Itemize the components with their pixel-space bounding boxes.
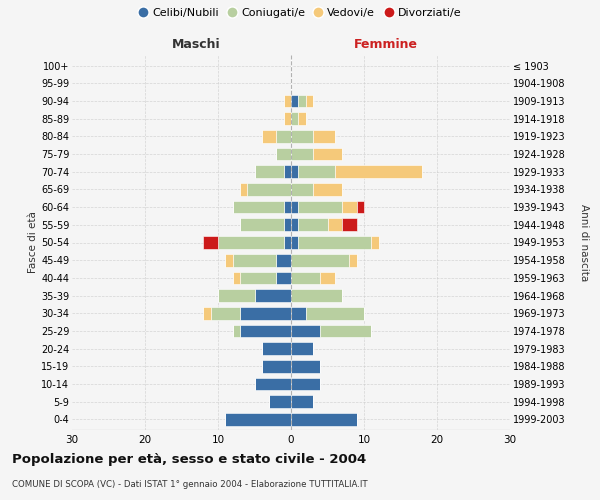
Bar — [284, 94, 291, 108]
Bar — [313, 183, 342, 196]
Bar — [291, 130, 313, 142]
Bar — [203, 236, 218, 249]
Bar — [262, 342, 291, 355]
Bar — [313, 148, 342, 160]
Bar — [291, 166, 298, 178]
Bar — [203, 307, 211, 320]
Bar — [218, 289, 254, 302]
Bar — [262, 130, 277, 142]
Bar — [291, 413, 356, 426]
Bar — [298, 94, 305, 108]
Bar — [284, 236, 291, 249]
Bar — [254, 289, 291, 302]
Bar — [298, 112, 305, 125]
Bar — [284, 166, 291, 178]
Bar — [247, 183, 291, 196]
Bar — [371, 236, 379, 249]
Bar — [356, 201, 364, 213]
Text: Femmine: Femmine — [354, 38, 418, 52]
Bar — [313, 130, 335, 142]
Bar — [254, 166, 284, 178]
Bar — [342, 218, 357, 231]
Bar — [277, 254, 291, 266]
Bar — [298, 201, 342, 213]
Y-axis label: Fasce di età: Fasce di età — [28, 212, 38, 274]
Bar — [291, 289, 342, 302]
Bar — [284, 112, 291, 125]
Bar — [211, 307, 240, 320]
Bar — [305, 94, 313, 108]
Bar — [291, 183, 313, 196]
Bar — [298, 236, 371, 249]
Bar — [328, 218, 342, 231]
Legend: Celibi/Nubili, Coniugati/e, Vedovi/e, Divorziati/e: Celibi/Nubili, Coniugati/e, Vedovi/e, Di… — [137, 6, 463, 20]
Bar — [291, 218, 298, 231]
Bar — [240, 307, 291, 320]
Bar — [291, 324, 320, 338]
Bar — [284, 201, 291, 213]
Bar — [262, 360, 291, 372]
Bar — [291, 94, 298, 108]
Bar — [335, 166, 422, 178]
Bar — [226, 413, 291, 426]
Bar — [291, 342, 313, 355]
Bar — [291, 396, 313, 408]
Bar — [226, 254, 233, 266]
Bar — [233, 201, 284, 213]
Bar — [284, 218, 291, 231]
Bar — [277, 148, 291, 160]
Bar — [305, 307, 364, 320]
Bar — [233, 272, 240, 284]
Bar — [240, 218, 284, 231]
Bar — [291, 272, 320, 284]
Bar — [291, 254, 349, 266]
Bar — [240, 272, 277, 284]
Bar — [218, 236, 284, 249]
Bar — [277, 272, 291, 284]
Bar — [233, 254, 277, 266]
Bar — [298, 166, 335, 178]
Y-axis label: Anni di nascita: Anni di nascita — [580, 204, 589, 281]
Bar — [291, 148, 313, 160]
Text: Popolazione per età, sesso e stato civile - 2004: Popolazione per età, sesso e stato civil… — [12, 452, 366, 466]
Bar — [291, 201, 298, 213]
Bar — [320, 324, 371, 338]
Text: Maschi: Maschi — [172, 38, 220, 52]
Text: COMUNE DI SCOPA (VC) - Dati ISTAT 1° gennaio 2004 - Elaborazione TUTTITALIA.IT: COMUNE DI SCOPA (VC) - Dati ISTAT 1° gen… — [12, 480, 368, 489]
Bar — [349, 254, 356, 266]
Bar — [277, 130, 291, 142]
Bar — [291, 307, 305, 320]
Bar — [342, 201, 357, 213]
Bar — [298, 218, 328, 231]
Bar — [320, 272, 335, 284]
Bar — [240, 324, 291, 338]
Bar — [269, 396, 291, 408]
Bar — [291, 378, 320, 390]
Bar — [291, 360, 320, 372]
Bar — [291, 236, 298, 249]
Bar — [240, 183, 247, 196]
Bar — [254, 378, 291, 390]
Bar — [233, 324, 240, 338]
Bar — [291, 112, 298, 125]
